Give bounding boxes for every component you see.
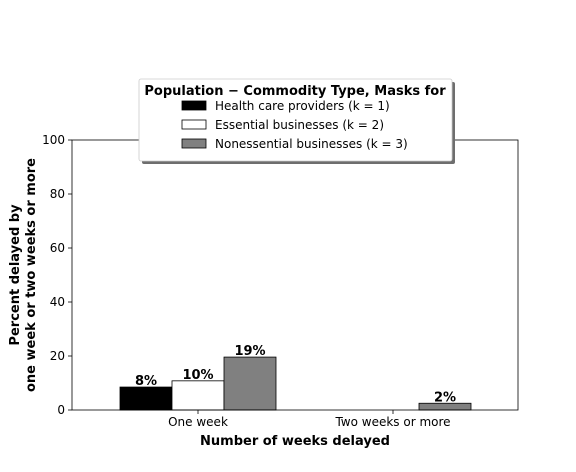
legend-swatch	[181, 119, 207, 130]
x-tick-label: Two weeks or more	[334, 415, 450, 429]
bar	[171, 380, 225, 411]
plot-area	[72, 140, 518, 410]
bars-group	[119, 356, 472, 411]
legend-title: Population − Commodity Type, Masks for	[144, 84, 446, 99]
legend-items: Health care providers (k = 1) Essential b…	[181, 99, 408, 151]
x-axis: One week Two weeks or more	[168, 410, 451, 429]
bar-value-label: 19%	[234, 344, 265, 359]
y-axis-label-line2: one week or two weeks or more	[24, 158, 39, 392]
bar-value-label: 2%	[434, 390, 456, 405]
bar	[223, 356, 277, 411]
legend-item-label: Health care providers (k = 1)	[215, 99, 390, 113]
x-axis-label: Number of weeks delayed	[200, 434, 390, 449]
y-tick-label: 0	[57, 403, 65, 417]
y-tick-label: 60	[50, 241, 65, 255]
y-tick-label: 20	[50, 349, 65, 363]
y-axis-label-line1: Percent delayed by	[8, 204, 23, 346]
y-axis: 0 20 40 60 80 100	[42, 133, 72, 417]
legend-box	[138, 78, 453, 162]
bar-labels-group: 8% 10% 19% 2%	[135, 344, 456, 405]
bar	[119, 386, 173, 411]
legend-item-label: Essential businesses (k = 2)	[215, 118, 384, 132]
y-tick-label: 100	[42, 133, 65, 147]
bar-value-label: 10%	[182, 368, 213, 383]
y-tick-label: 40	[50, 295, 65, 309]
legend-item-label: Nonessential businesses (k = 3)	[215, 137, 408, 151]
legend-swatch	[181, 100, 207, 111]
bar-value-label: 8%	[135, 374, 157, 389]
x-tick-label: One week	[168, 415, 228, 429]
legend-swatch	[181, 138, 207, 149]
legend: Population − Commodity Type, Masks for H…	[138, 78, 455, 164]
y-tick-label: 80	[50, 187, 65, 201]
